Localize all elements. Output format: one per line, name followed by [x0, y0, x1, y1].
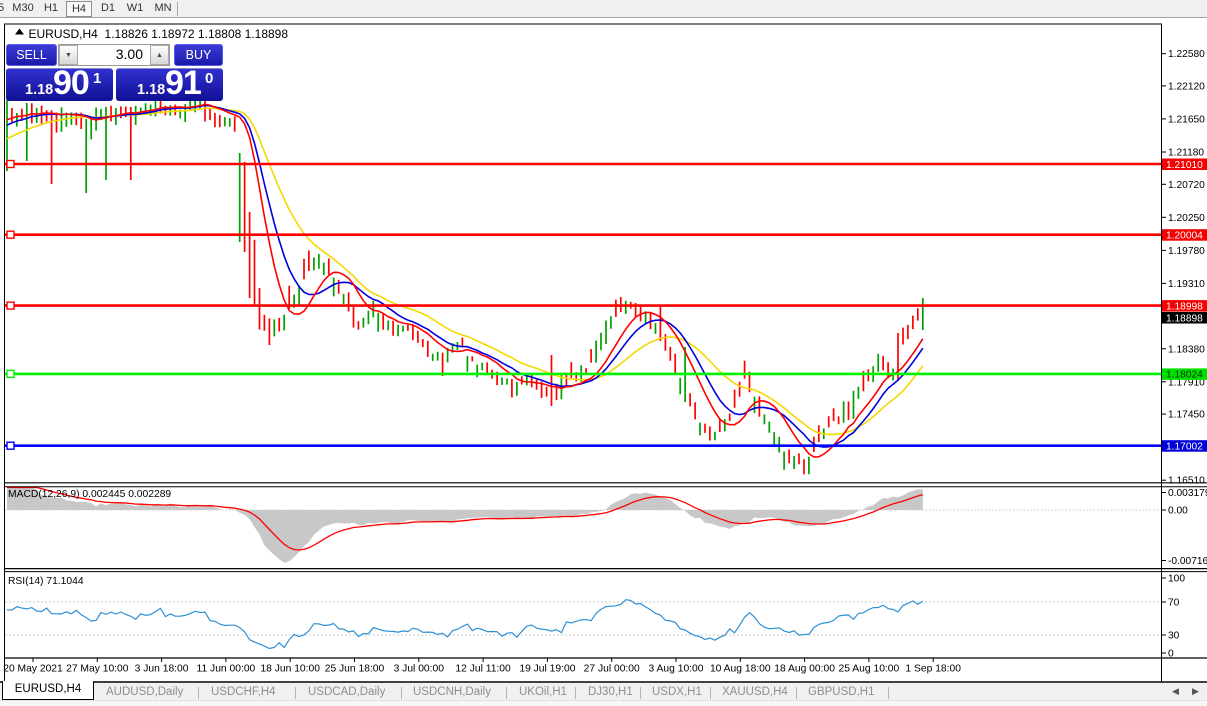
svg-text:1.17450: 1.17450	[1168, 410, 1205, 421]
svg-text:1.19780: 1.19780	[1168, 246, 1205, 257]
svg-text:10 Aug 18:00: 10 Aug 18:00	[710, 664, 771, 675]
svg-text:20 May 2021: 20 May 2021	[3, 664, 63, 675]
svg-text:1.18898: 1.18898	[1166, 313, 1203, 324]
svg-text:0.003179: 0.003179	[1168, 488, 1207, 499]
svg-text:0.00: 0.00	[1168, 506, 1188, 517]
svg-text:27 May 10:00: 27 May 10:00	[66, 664, 129, 675]
svg-text:-0.007162: -0.007162	[1168, 556, 1207, 567]
svg-text:25 Aug 10:00: 25 Aug 10:00	[839, 664, 900, 675]
svg-text:1.22580: 1.22580	[1168, 49, 1205, 60]
svg-text:EURUSD,H4 1.18826 1.18972 1.1: EURUSD,H4 1.18826 1.18972 1.18808 1.1889…	[29, 27, 289, 41]
svg-text:100: 100	[1168, 574, 1185, 585]
svg-text:30: 30	[1168, 631, 1180, 642]
svg-text:1.16510: 1.16510	[1168, 476, 1205, 487]
svg-text:1.19310: 1.19310	[1168, 279, 1205, 290]
svg-text:1.17002: 1.17002	[1166, 442, 1203, 453]
svg-text:1.21180: 1.21180	[1168, 148, 1204, 159]
svg-text:3 Aug 10:00: 3 Aug 10:00	[649, 664, 704, 675]
svg-text:RSI(14) 71.1044: RSI(14) 71.1044	[8, 576, 84, 587]
svg-text:0: 0	[1168, 649, 1174, 660]
svg-text:12 Jul 11:00: 12 Jul 11:00	[455, 664, 511, 675]
svg-text:1.21010: 1.21010	[1166, 160, 1203, 171]
svg-text:70: 70	[1168, 598, 1180, 609]
svg-text:1.20720: 1.20720	[1168, 180, 1205, 191]
svg-text:1.17910: 1.17910	[1168, 377, 1205, 388]
svg-text:11 Jun 00:00: 11 Jun 00:00	[197, 664, 256, 675]
svg-text:18 Jun 10:00: 18 Jun 10:00	[260, 664, 320, 675]
svg-text:1.20004: 1.20004	[1166, 231, 1203, 242]
svg-text:MACD(12,26,9) 0.002445 0.00228: MACD(12,26,9) 0.002445 0.002289	[8, 489, 171, 500]
svg-text:1.18024: 1.18024	[1166, 370, 1203, 381]
svg-text:1.18998: 1.18998	[1166, 301, 1203, 312]
svg-text:25 Jun 18:00: 25 Jun 18:00	[325, 664, 385, 675]
svg-text:18 Aug 00:00: 18 Aug 00:00	[774, 664, 835, 675]
svg-text:27 Jul 00:00: 27 Jul 00:00	[584, 664, 640, 675]
svg-text:1.20250: 1.20250	[1168, 213, 1205, 224]
svg-text:1 Sep 18:00: 1 Sep 18:00	[905, 664, 961, 675]
svg-text:1.22120: 1.22120	[1168, 81, 1205, 92]
svg-text:1.18380: 1.18380	[1168, 344, 1205, 355]
svg-text:3 Jun 18:00: 3 Jun 18:00	[135, 664, 189, 675]
svg-text:1.21650: 1.21650	[1168, 114, 1205, 125]
svg-text:3 Jul 00:00: 3 Jul 00:00	[394, 664, 445, 675]
svg-text:19 Jul 19:00: 19 Jul 19:00	[519, 664, 575, 675]
